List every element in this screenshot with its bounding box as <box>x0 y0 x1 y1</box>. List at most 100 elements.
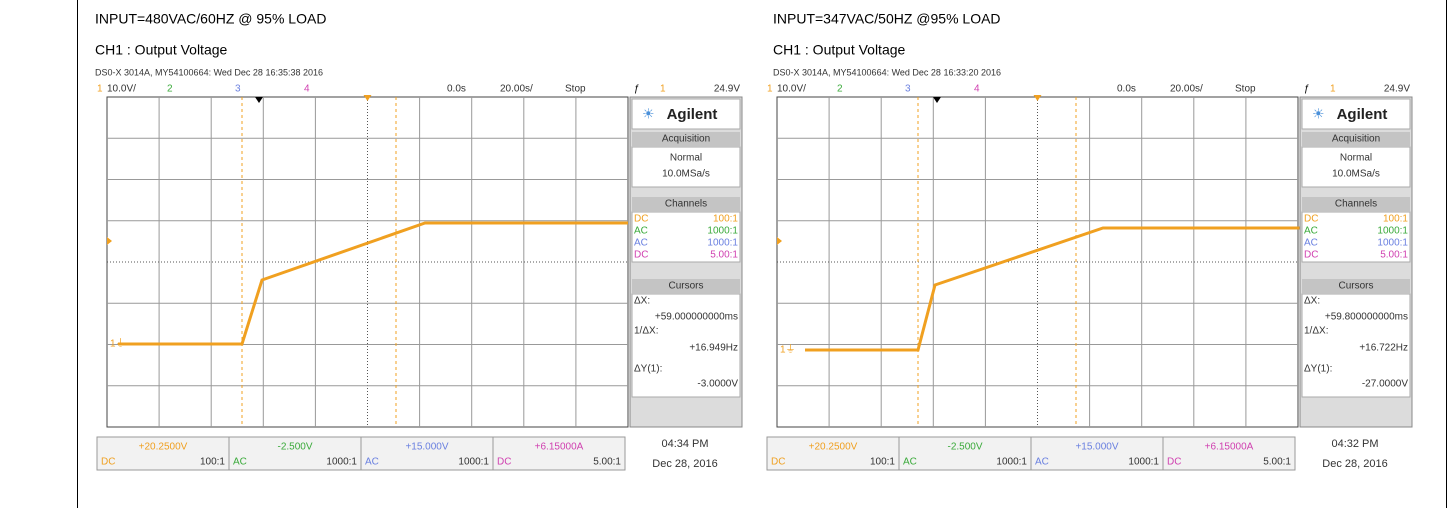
channel-coupling: DC <box>1167 457 1181 468</box>
cursor-label: ΔY(1): <box>1304 364 1332 375</box>
channel-coupling: DC <box>771 457 785 468</box>
channel-ratio: 1000:1 <box>1128 457 1159 468</box>
sample-rate: 10.0MSa/s <box>662 169 710 180</box>
brand-box <box>631 98 741 130</box>
channel-number: 2 <box>167 84 173 95</box>
channel-coupling: DC <box>634 214 648 225</box>
channel-number: 4 <box>304 84 310 95</box>
panel-title: INPUT=347VAC/50HZ @95% LOAD <box>773 11 1001 27</box>
channel-coupling: AC <box>1304 238 1318 249</box>
channel-coupling: AC <box>1304 226 1318 237</box>
cursor-value: +16.949Hz <box>689 343 738 354</box>
section-title: Cursors <box>668 281 703 292</box>
panel-subtitle: CH1 : Output Voltage <box>773 42 906 58</box>
channel-number: 2 <box>837 84 843 95</box>
cursor-label: 1/ΔX: <box>634 326 658 337</box>
scope-info: DS0-X 3014A, MY54100664: Wed Dec 28 16:3… <box>95 67 323 77</box>
waveform <box>118 221 628 346</box>
cursor-label: ΔY(1): <box>634 364 662 375</box>
section-header <box>1302 132 1410 146</box>
channel-coupling: DC <box>1304 250 1318 261</box>
channel-ratio: 1000:1 <box>1377 226 1408 237</box>
channel-ratio: 1000:1 <box>707 226 738 237</box>
channel-number: 1 <box>767 84 773 95</box>
channel-coupling: AC <box>233 457 247 468</box>
trigger-level: 24.9V <box>1384 84 1410 95</box>
trigger-level: 24.9V <box>714 84 740 95</box>
scope-info: DS0-X 3014A, MY54100664: Wed Dec 28 16:3… <box>773 67 1001 77</box>
brand-box <box>1301 98 1411 130</box>
time-marker <box>1033 95 1042 101</box>
channel-coupling: AC <box>634 238 648 249</box>
brand: Agilent <box>1337 106 1388 123</box>
brand-icon: ☀ <box>642 106 655 122</box>
cursor-value: +16.722Hz <box>1359 343 1408 354</box>
channel-ratio: 5.00:1 <box>1380 250 1408 261</box>
channel-offset: -2.500V <box>277 442 312 453</box>
time-offset: 0.0s <box>1117 84 1136 95</box>
cursor-value: +59.000000000ms <box>655 312 738 323</box>
channel-coupling: AC <box>903 457 917 468</box>
channel-scale: 10.0V/ <box>107 84 136 95</box>
channel-ratio: 1000:1 <box>326 457 357 468</box>
ground-marker: 1⏚ <box>780 344 796 356</box>
run-state: Stop <box>565 84 586 95</box>
run-state: Stop <box>1235 84 1256 95</box>
clock-time: 04:34 PM <box>661 438 708 450</box>
acquisition-mode: Normal <box>670 153 702 164</box>
cursor-label: ΔX: <box>1304 296 1320 307</box>
trigger-icon: ƒ <box>1304 84 1310 95</box>
section-box <box>1301 146 1411 188</box>
channel-coupling: AC <box>1035 457 1049 468</box>
channel-offset: +20.2500V <box>809 442 858 453</box>
channel-number: 4 <box>974 84 980 95</box>
trigger-icon: ƒ <box>634 84 640 95</box>
channel-coupling: DC <box>497 457 511 468</box>
channel-ratio: 100:1 <box>1383 214 1408 225</box>
section-title: Channels <box>1335 199 1377 210</box>
channel-ratio: 1000:1 <box>707 238 738 249</box>
cursor-value: +59.800000000ms <box>1325 312 1408 323</box>
channel-coupling: DC <box>101 457 115 468</box>
channel-scale: 10.0V/ <box>777 84 806 95</box>
trigger-marker <box>933 97 941 103</box>
clock-date: Dec 28, 2016 <box>1322 458 1387 470</box>
time-scale: 20.00s/ <box>500 84 533 95</box>
section-header <box>632 279 740 293</box>
time-marker <box>363 95 372 101</box>
channel-number: 3 <box>905 84 911 95</box>
section-box <box>1301 293 1411 398</box>
cursor-value: -3.0000V <box>697 379 738 390</box>
channel-coupling: DC <box>1304 214 1318 225</box>
panel-title: INPUT=480VAC/60HZ @ 95% LOAD <box>95 11 326 27</box>
acquisition-mode: Normal <box>1340 153 1372 164</box>
trigger-level-marker <box>107 237 112 245</box>
trigger-channel: 1 <box>660 84 666 95</box>
channel-coupling: DC <box>634 250 648 261</box>
channel-coupling: AC <box>634 226 648 237</box>
panel-subtitle: CH1 : Output Voltage <box>95 42 228 58</box>
channel-ratio: 1000:1 <box>996 457 1027 468</box>
trigger-level-marker <box>777 237 782 245</box>
cursor-label: ΔX: <box>634 296 650 307</box>
channel-coupling: AC <box>365 457 379 468</box>
channel-offset: +6.15000A <box>535 442 584 453</box>
section-title: Acquisition <box>1332 134 1380 145</box>
cursor-label: 1/ΔX: <box>1304 326 1328 337</box>
channel-ratio: 100:1 <box>200 457 225 468</box>
trigger-channel: 1 <box>1330 84 1336 95</box>
channel-offset: +20.2500V <box>139 442 188 453</box>
section-header <box>632 197 740 211</box>
section-box <box>1301 211 1411 263</box>
cursor-value: -27.0000V <box>1362 379 1408 390</box>
channel-ratio: 100:1 <box>713 214 738 225</box>
channel-offset: +6.15000A <box>1205 442 1254 453</box>
channel-ratio: 5.00:1 <box>593 457 621 468</box>
channel-ratio: 5.00:1 <box>1263 457 1291 468</box>
channel-ratio: 100:1 <box>870 457 895 468</box>
channel-offset: +15.000V <box>1075 442 1118 453</box>
time-offset: 0.0s <box>447 84 466 95</box>
time-scale: 20.00s/ <box>1170 84 1203 95</box>
